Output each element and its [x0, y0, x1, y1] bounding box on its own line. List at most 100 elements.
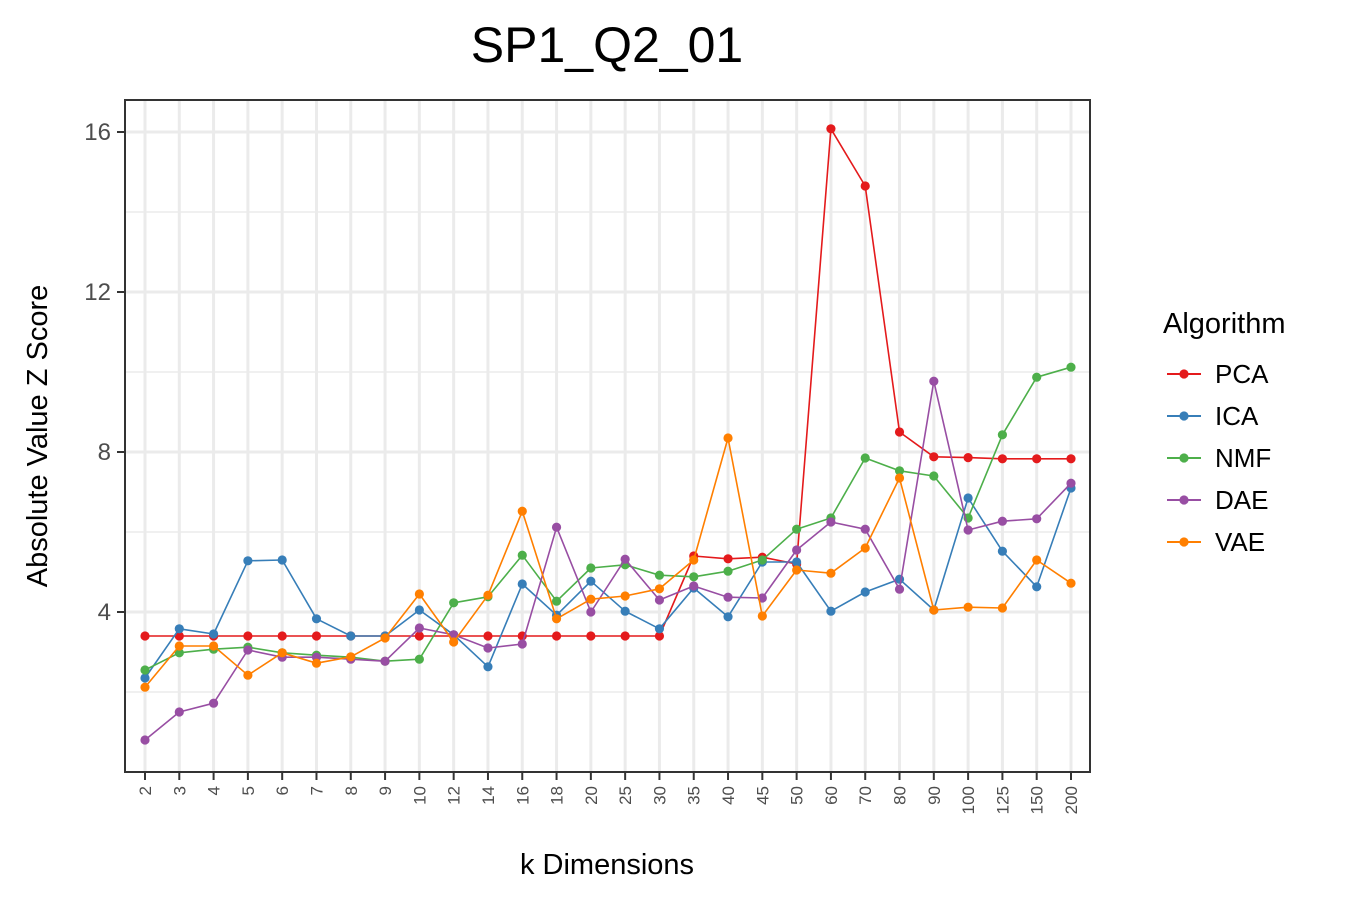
data-point-nmf: [586, 563, 596, 573]
legend-item-ica: ICA: [1167, 401, 1259, 431]
data-point-ica: [826, 606, 836, 616]
series-line-pca: [145, 128, 1071, 637]
x-tick-label: 40: [719, 786, 738, 805]
legend-key-point: [1179, 369, 1189, 379]
data-point-dae: [140, 735, 150, 745]
data-point-nmf: [997, 430, 1008, 440]
y-tick-label: 8: [98, 439, 111, 466]
data-point-ica: [346, 631, 356, 641]
data-point-vae: [826, 568, 836, 578]
data-point-vae: [517, 506, 527, 516]
x-tick-label: 20: [582, 786, 601, 805]
data-point-vae: [414, 589, 424, 599]
x-tick-label: 18: [548, 786, 567, 805]
data-point-nmf: [414, 654, 424, 664]
x-tick-label: 10: [410, 786, 429, 805]
data-point-pca: [174, 631, 184, 641]
legend-item-nmf: NMF: [1167, 443, 1271, 473]
data-point-vae: [586, 594, 596, 604]
data-point-vae: [1066, 578, 1076, 588]
data-point-vae: [963, 602, 973, 612]
x-tick-label: 60: [822, 786, 841, 805]
data-point-ica: [140, 673, 150, 683]
data-point-pca: [1032, 454, 1042, 464]
data-point-nmf: [894, 466, 905, 476]
data-point-vae: [654, 584, 665, 594]
data-point-vae: [929, 605, 939, 615]
data-point-dae: [449, 630, 459, 640]
data-point-pca: [723, 554, 733, 564]
legend-label: VAE: [1215, 527, 1265, 557]
data-point-dae: [894, 584, 905, 594]
legend-label: ICA: [1215, 401, 1259, 431]
series-nmf: [140, 362, 1076, 675]
data-point-pca: [586, 631, 596, 641]
legend: Algorithm PCA ICA NMF DAE VAE: [1163, 308, 1286, 557]
data-point-ica: [620, 606, 630, 616]
data-point-pca: [140, 631, 150, 641]
data-point-nmf: [654, 570, 665, 580]
data-point-vae: [380, 633, 390, 643]
y-tick-label: 12: [84, 279, 111, 306]
data-point-dae: [963, 525, 973, 535]
legend-key-point: [1179, 537, 1189, 547]
data-point-pca: [894, 427, 905, 437]
y-axis: 4 8 12 16: [84, 119, 125, 626]
series-vae: [140, 433, 1076, 692]
x-tick-label: 2: [136, 786, 155, 795]
data-point-ica: [963, 493, 973, 503]
data-point-ica: [792, 557, 802, 567]
x-tick-label: 6: [273, 786, 292, 795]
x-tick-label: 70: [856, 786, 875, 805]
data-point-ica: [860, 587, 870, 597]
data-point-pca: [620, 631, 630, 641]
data-point-nmf: [1032, 372, 1042, 382]
legend-title: Algorithm: [1163, 308, 1286, 340]
data-point-nmf: [723, 566, 733, 576]
y-tick-label: 4: [98, 599, 111, 626]
data-point-vae: [208, 641, 219, 651]
x-tick-label: 100: [959, 786, 978, 814]
data-point-pca: [1066, 454, 1076, 464]
x-tick-label: 150: [1028, 786, 1047, 814]
x-tick-label: 3: [170, 786, 189, 795]
data-point-nmf: [1066, 362, 1076, 372]
data-point-dae: [586, 607, 596, 617]
data-point-pca: [414, 631, 424, 641]
legend-item-pca: PCA: [1167, 359, 1269, 389]
data-point-vae: [757, 611, 767, 621]
data-point-ica: [517, 579, 527, 589]
x-tick-label: 8: [342, 786, 361, 795]
data-point-pca: [277, 631, 287, 641]
data-point-nmf: [929, 471, 939, 481]
series-line-vae: [144, 437, 1072, 688]
data-point-vae: [140, 682, 150, 692]
x-tick-label: 125: [993, 786, 1012, 814]
data-point-ica: [414, 605, 424, 615]
data-point-ica: [1032, 582, 1042, 592]
data-point-pca: [654, 631, 665, 641]
data-point-pca: [963, 453, 973, 463]
x-tick-label: 200: [1062, 786, 1081, 814]
data-point-dae: [414, 623, 424, 633]
data-point-vae: [346, 652, 356, 662]
grid: [125, 100, 1090, 772]
data-point-dae: [208, 698, 219, 708]
data-point-vae: [551, 614, 562, 624]
data-point-ica: [586, 576, 596, 586]
data-point-vae: [860, 543, 870, 553]
legend-key-point: [1179, 495, 1189, 505]
x-tick-label: 45: [753, 786, 772, 805]
data-point-dae: [997, 516, 1008, 526]
x-tick-label: 12: [445, 786, 464, 805]
data-point-dae: [826, 517, 836, 527]
x-tick-label: 5: [239, 786, 258, 795]
legend-key-point: [1179, 453, 1189, 463]
x-tick-label: 80: [891, 786, 910, 805]
legend-label: PCA: [1215, 359, 1269, 389]
data-point-vae: [792, 565, 802, 575]
data-point-ica: [654, 624, 665, 634]
y-tick-label: 16: [84, 119, 111, 146]
plot-panel-border: [124, 99, 1091, 773]
data-point-pca: [551, 631, 562, 641]
